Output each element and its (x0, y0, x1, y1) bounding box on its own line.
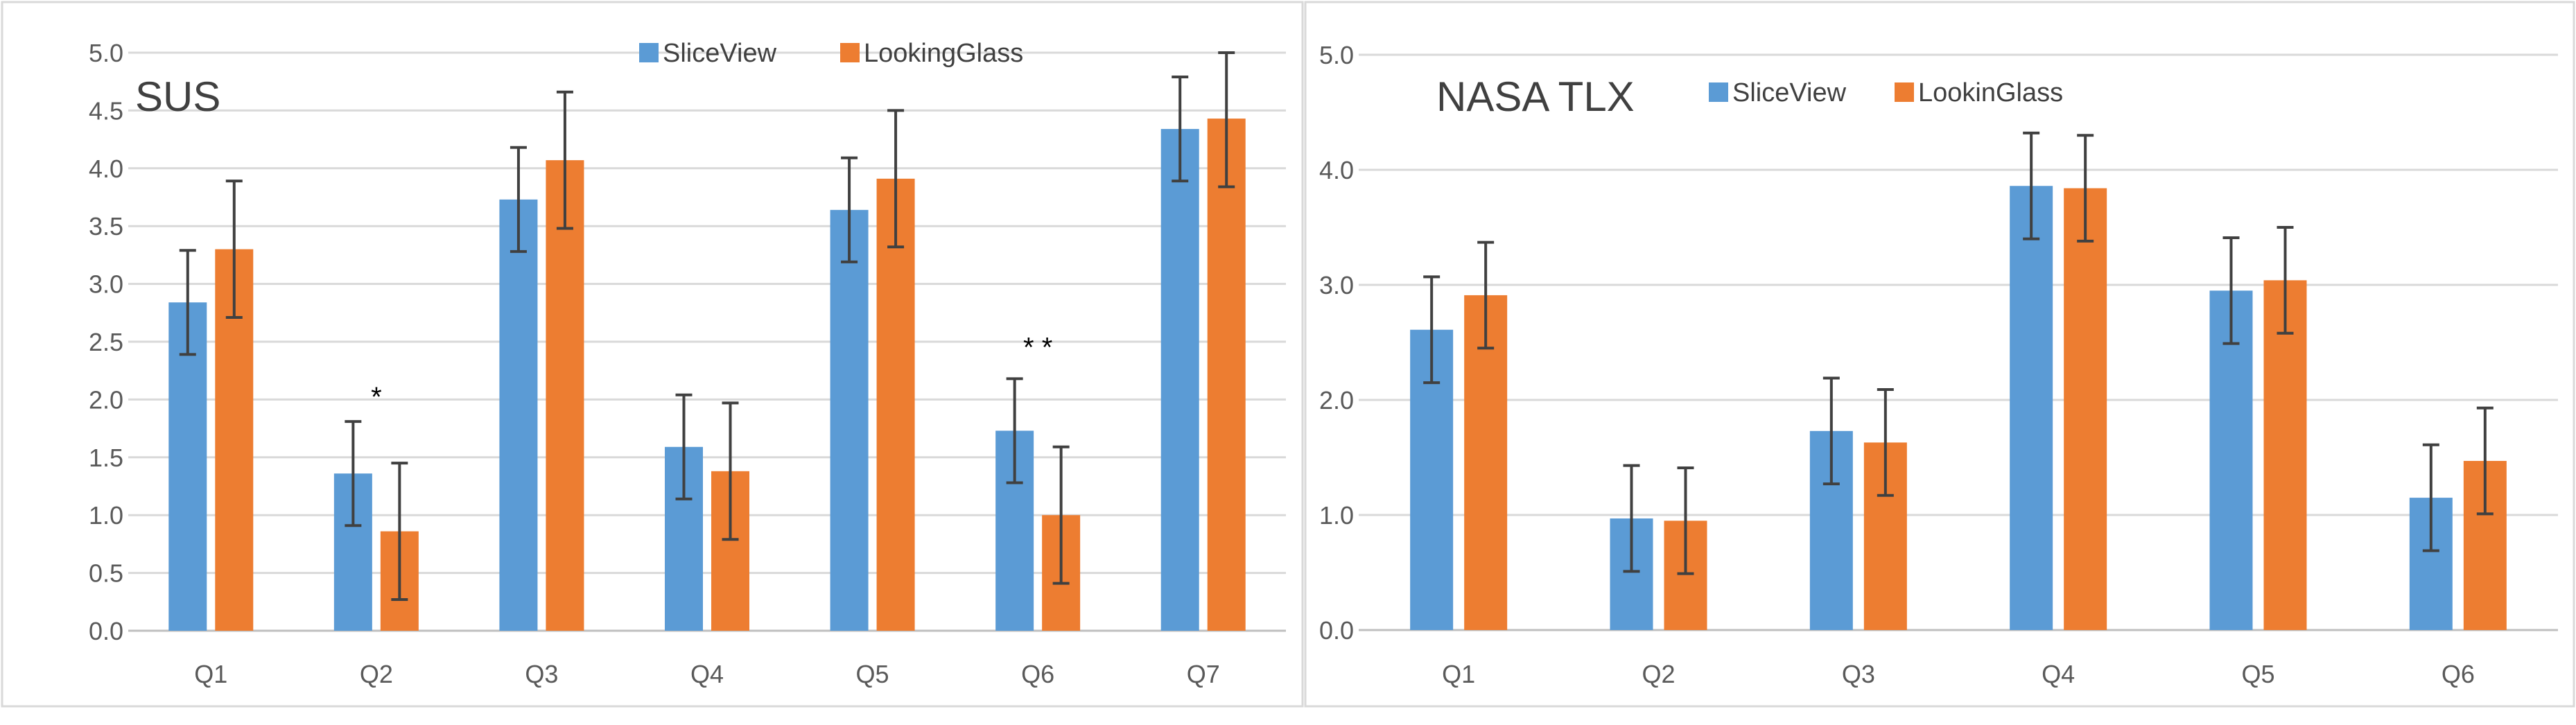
nasa-tlx-chart: 0.0 1.0 2.0 3.0 4.0 5.0 Q1 Q2 Q3 Q4 Q5 Q6 NASA TLX Sl… (1319, 41, 2558, 688)
y-tick-label: 2.0 (89, 385, 123, 414)
y-tick-label: 1.5 (89, 444, 123, 472)
bar (1207, 119, 1246, 631)
y-tick-label: 0.0 (1319, 616, 1354, 645)
bar (2064, 188, 2107, 630)
x-tick-label: Q1 (194, 660, 227, 688)
y-tick-label: 1.0 (89, 501, 123, 530)
sus-chart: 0.0 0.5 1.0 1.5 2.0 2.5 3.0 3.5 4.0 4.5 5.0 Q1 Q2 Q3 Q… (89, 39, 1286, 688)
x-tick-label: Q5 (2241, 660, 2274, 688)
x-tick-label: Q2 (1642, 660, 1675, 688)
x-tick-label: Q5 (856, 660, 889, 688)
bar (168, 302, 207, 631)
sus-chart-border (1, 1, 1304, 708)
legend-label: SliceView (663, 39, 777, 68)
x-tick-label: Q3 (525, 660, 558, 688)
legend-swatch (1709, 82, 1728, 102)
y-tick-label: 3.5 (89, 212, 123, 241)
bar (2010, 186, 2053, 630)
y-tick-label: 2.5 (89, 328, 123, 356)
y-tick-label: 5.0 (89, 39, 123, 67)
bar (499, 199, 538, 631)
y-tick-label: 3.0 (1319, 271, 1354, 299)
legend-label: LookingGlass (864, 39, 1023, 68)
y-tick-label: 1.0 (1319, 501, 1354, 530)
bar (830, 209, 869, 631)
x-tick-label: Q4 (2042, 660, 2075, 688)
bar (2209, 290, 2253, 630)
significance-marker: * (371, 382, 382, 412)
legend-swatch (639, 43, 659, 62)
nasa-tlx-chart-border (1304, 1, 2575, 708)
legend-label: SliceView (1732, 78, 1847, 107)
x-tick-label: Q4 (690, 660, 724, 688)
y-tick-label: 4.5 (89, 96, 123, 125)
bar (546, 160, 584, 631)
x-tick-label: Q6 (1021, 660, 1054, 688)
legend-swatch (840, 43, 860, 62)
y-tick-label: 0.0 (89, 617, 123, 645)
bar (2263, 280, 2307, 630)
bar (1160, 129, 1199, 631)
y-tick-label: 4.0 (1319, 156, 1354, 184)
y-tick-label: 5.0 (1319, 41, 1354, 69)
significance-marker: * * (1023, 332, 1052, 362)
x-tick-label: Q3 (1842, 660, 1875, 688)
x-tick-label: Q7 (1187, 660, 1220, 688)
bar (1464, 295, 1508, 630)
y-tick-label: 4.0 (89, 155, 123, 183)
y-tick-label: 0.5 (89, 559, 123, 588)
chart-title: NASA TLX (1436, 73, 1635, 120)
bar (876, 178, 915, 631)
y-tick-label: 2.0 (1319, 386, 1354, 414)
x-tick-label: Q1 (1442, 660, 1475, 688)
legend-label: LookinGlass (1918, 78, 2063, 107)
x-tick-label: Q6 (2442, 660, 2475, 688)
x-tick-label: Q2 (360, 660, 393, 688)
legend-swatch (1895, 82, 1914, 102)
chart-title: SUS (135, 73, 220, 120)
y-tick-label: 3.0 (89, 270, 123, 299)
